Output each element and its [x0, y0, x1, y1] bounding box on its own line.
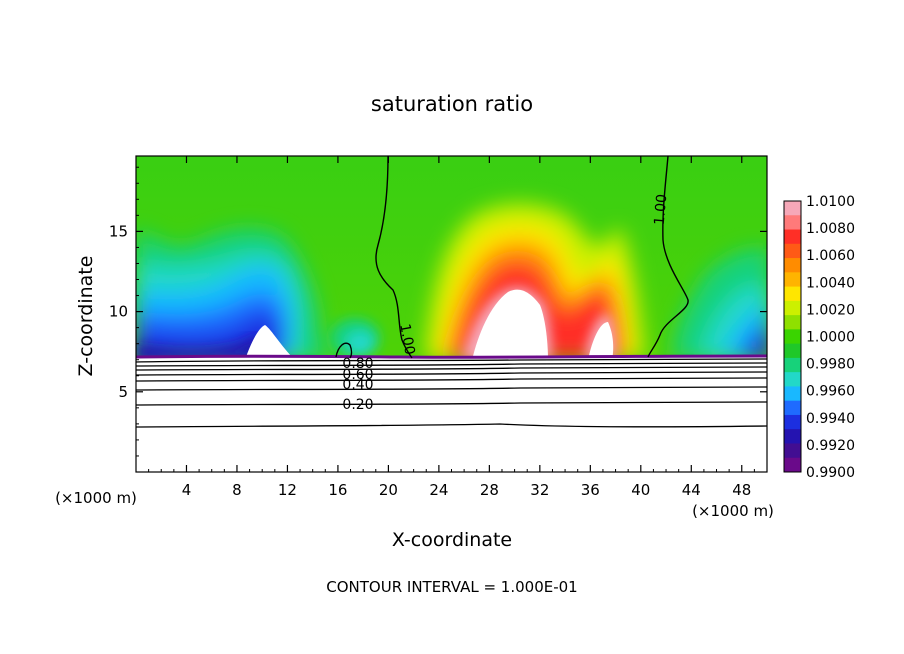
- contour-label-5: 0.40: [342, 377, 373, 393]
- x-tick-label: 12: [278, 481, 297, 499]
- x-tick-label: 44: [682, 481, 701, 499]
- lower-boundary: [136, 354, 767, 359]
- x-tick-label: 16: [328, 481, 347, 499]
- colorbar-frame: [783, 200, 802, 473]
- x-tick-label: 4: [182, 481, 192, 499]
- colorbar-swatch: [784, 201, 801, 216]
- colorbar-swatch: [784, 400, 801, 416]
- left-core-purple: [136, 335, 270, 360]
- contour-label-1: 1.00: [396, 323, 417, 356]
- x-axis-ticks: 4 8 12 16 20 24 28 32 36 40 44 48: [148, 156, 755, 499]
- contour-label-6: 0.20: [342, 397, 373, 413]
- contour-label-2: 1.00: [652, 193, 671, 225]
- x-tick-label: 28: [480, 481, 499, 499]
- x-tick-label: 36: [581, 481, 600, 499]
- x-tick-label: 40: [631, 481, 650, 499]
- x-unit-right: (×1000 m): [692, 502, 774, 520]
- colorbar-swatch: [784, 286, 801, 302]
- colorbar-swatch: [784, 457, 801, 473]
- x-tick-label: 8: [232, 481, 242, 499]
- mid-cyan-spot: [330, 318, 380, 358]
- colorbar-swatch: [784, 443, 801, 459]
- colorbar-swatch: [784, 386, 801, 402]
- y-axis-label: Z-coordinate: [75, 256, 97, 377]
- x-unit-left: (×1000 m): [55, 489, 137, 507]
- colorbar-swatch: [784, 215, 801, 231]
- colorbar-swatch: [784, 429, 801, 444]
- lower-contours: [136, 358, 767, 428]
- overrange-core: [472, 289, 548, 360]
- x-axis-label: X-coordinate: [392, 529, 512, 551]
- colorbar-label: 0.9960: [806, 384, 855, 400]
- overrange-secondary: [588, 322, 614, 360]
- lower-layer: [136, 356, 767, 472]
- x-tick-label: 48: [732, 481, 751, 499]
- right-subsaturated-region: [672, 248, 767, 360]
- colorbar-label: 0.9980: [806, 357, 855, 373]
- y-tick-label: 10: [109, 303, 128, 321]
- colorbar-swatch: [784, 343, 801, 359]
- colorbar-swatch: [784, 357, 801, 373]
- overrange-left: [245, 325, 295, 360]
- colorbar-swatch: [784, 315, 801, 330]
- colorbar-swatch: [784, 372, 801, 387]
- unity-contours: [335, 156, 689, 359]
- colorbar-swatch: [784, 243, 801, 259]
- colorbar-label: 0.9920: [806, 438, 855, 454]
- chart-title: saturation ratio: [371, 92, 533, 116]
- colorbar-label: 1.0100: [806, 194, 855, 210]
- colorbar-swatch: [784, 229, 801, 245]
- colorbar-label: 0.9940: [806, 411, 855, 427]
- contour-interval-text: CONTOUR INTERVAL = 1.000E-01: [326, 578, 577, 596]
- y-axis-ticks: 5 10 15: [109, 166, 767, 457]
- contour-label-3: 0.80: [342, 356, 373, 372]
- colorbar-swatch: [784, 272, 801, 288]
- colorbar-label: 1.0020: [806, 302, 855, 318]
- colorbar-label: 0.9900: [806, 465, 855, 481]
- colorbar-swatch: [784, 329, 801, 345]
- x-tick-label: 32: [530, 481, 549, 499]
- colorbar: 1.0100 1.0080 1.0060 1.0040 1.0020 1.0000 0.99…: [783, 194, 855, 481]
- contour-label-4: 0.60: [342, 367, 373, 383]
- colorbar-label: 1.0060: [806, 248, 855, 264]
- colorbar-swatch: [784, 414, 801, 430]
- plot-area: 1.00 1.00 0.80 0.60 0.40 0.20: [136, 156, 767, 472]
- y-tick-label: 15: [109, 222, 128, 240]
- colorbar-swatch: [784, 258, 801, 273]
- colorbar-swatch: [784, 300, 801, 316]
- y-tick-label: 5: [118, 383, 128, 401]
- colorbar-label: 1.0040: [806, 275, 855, 291]
- x-tick-label: 24: [429, 481, 448, 499]
- colorbar-label: 1.0000: [806, 330, 855, 346]
- colorbar-label: 1.0080: [806, 221, 855, 237]
- x-tick-label: 20: [379, 481, 398, 499]
